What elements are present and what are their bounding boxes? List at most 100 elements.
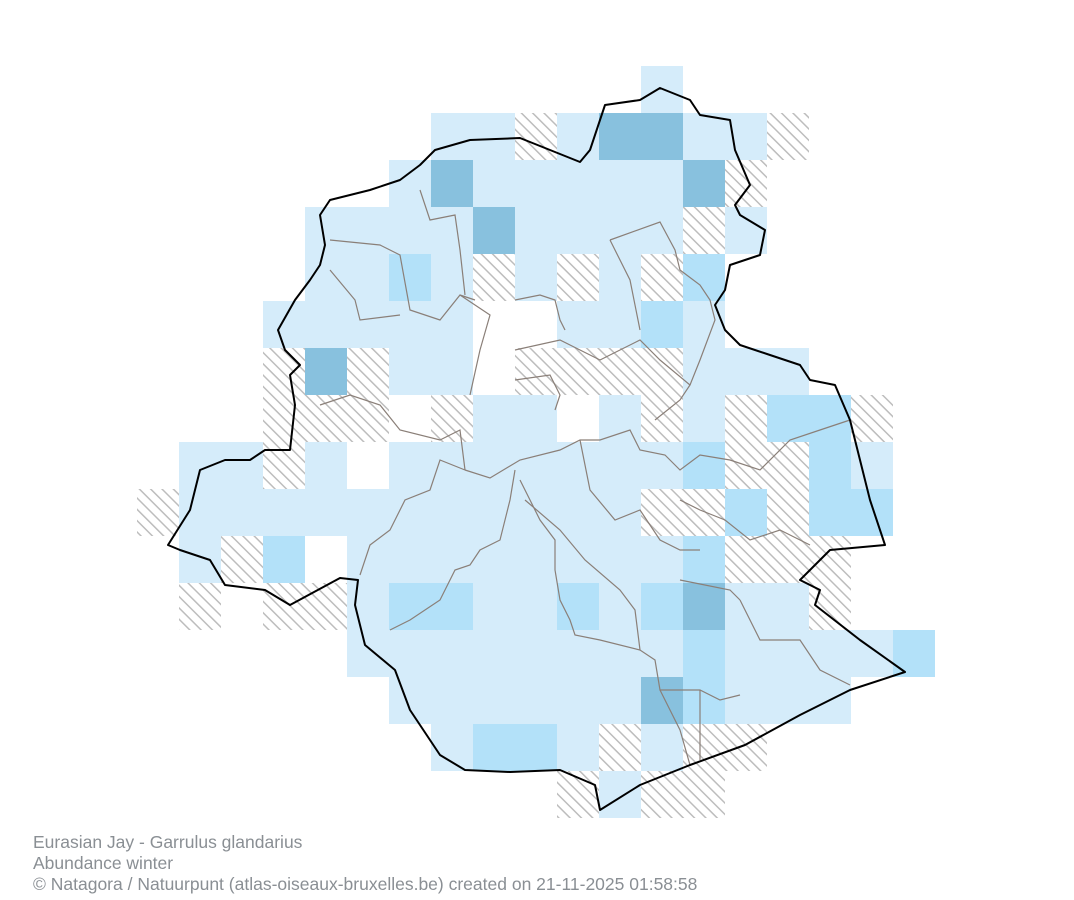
grid-cell-hatched [515,348,557,395]
grid-cell-class-2 [809,442,851,489]
grid-cell-class-1 [305,207,347,254]
grid-cell-hatched [683,771,725,818]
grid-cell-class-3 [683,583,725,630]
grid-cell-class-2 [557,583,599,630]
grid-cell-class-1 [347,489,389,536]
grid-cell-class-1 [473,536,515,583]
grid-cell-hatched [179,583,221,630]
grid-cell-class-1 [599,536,641,583]
grid-cell-class-2 [515,724,557,771]
grid-cell-hatched [557,348,599,395]
grid-cell-class-1 [179,442,221,489]
grid-cell-class-2 [683,677,725,724]
grid-cell-class-2 [725,489,767,536]
grid-cell-class-1 [347,536,389,583]
grid-cell-hatched [599,348,641,395]
grid-cell-hatched [431,395,473,442]
commune-boundaries [319,189,851,766]
grid-cell-class-1 [641,442,683,489]
grid-cell-class-2 [683,630,725,677]
grid-cell-class-1 [515,254,557,301]
grid-cell-class-1 [515,677,557,724]
grid-cell-hatched [347,395,389,442]
grid-cell-class-1 [515,630,557,677]
grid-cell-class-1 [389,677,431,724]
grid-cell-class-1 [683,113,725,160]
grid-cell-class-1 [599,160,641,207]
grid-cell-class-1 [557,160,599,207]
grid-cell-class-2 [473,724,515,771]
grid-cell-class-1 [179,536,221,583]
grid-cell-class-1 [557,489,599,536]
grid-cell-class-1 [515,207,557,254]
grid-cell-class-2 [389,583,431,630]
grid-cell-class-1 [431,207,473,254]
grid-cell-class-1 [389,348,431,395]
grid-cell-class-1 [557,442,599,489]
grid-cell-class-3 [473,207,515,254]
grid-cell-class-2 [641,583,683,630]
grid-cell-class-1 [431,677,473,724]
abundance-map [137,66,935,818]
grid-cell-class-2 [851,489,893,536]
grid-cell-class-1 [557,113,599,160]
grid-cell-class-1 [263,301,305,348]
grid-cell-hatched [263,348,305,395]
grid-cell-class-1 [431,442,473,489]
grid-cell-class-1 [641,536,683,583]
grid-cell-class-1 [767,677,809,724]
grid-cell-class-1 [431,113,473,160]
grid-cell-class-1 [515,442,557,489]
grid-cell-class-1 [473,160,515,207]
grid-cell-class-1 [725,583,767,630]
grid-cell-class-1 [431,348,473,395]
grid-cell-hatched [641,771,683,818]
grid-cell-class-1 [725,113,767,160]
grid-cell-class-1 [515,536,557,583]
grid-cell-class-2 [767,395,809,442]
grid-cell-class-1 [641,160,683,207]
grid-cell-class-3 [683,160,725,207]
grid-cell-class-1 [431,724,473,771]
grid-cell-hatched [767,536,809,583]
grid-cell-hatched [641,489,683,536]
grid-cell-hatched [599,724,641,771]
grid-cell-class-1 [305,442,347,489]
grid-cell-hatched [641,254,683,301]
grid-cell-class-1 [431,630,473,677]
grid-cell-class-3 [305,348,347,395]
grid-cell-hatched [305,395,347,442]
grid-cell-class-1 [599,630,641,677]
grid-cell-class-2 [431,583,473,630]
grid-cell-class-1 [641,207,683,254]
grid-cell-hatched [557,771,599,818]
grid-cell-hatched [641,348,683,395]
grid-cell-class-1 [557,207,599,254]
grid-cell-class-3 [431,160,473,207]
grid-cell-class-1 [599,677,641,724]
grid-cell-class-1 [473,583,515,630]
grid-cell-class-1 [473,442,515,489]
grid-cell-hatched [767,113,809,160]
grid-cell-class-1 [347,630,389,677]
grid-cell-hatched [137,489,179,536]
grid-cell-class-1 [515,160,557,207]
grid-cell-class-2 [389,254,431,301]
grid-cell-hatched [725,724,767,771]
grid-cell-hatched [347,348,389,395]
grid-cell-hatched [473,254,515,301]
grid-cell-class-1 [683,348,725,395]
grid-cell-hatched [683,489,725,536]
grid-cell-class-1 [431,254,473,301]
grid-cell-class-2 [641,301,683,348]
grid-cell-class-2 [263,536,305,583]
grid-cell-class-1 [557,630,599,677]
grid-cell-class-2 [809,395,851,442]
grid-cell-class-1 [557,724,599,771]
grid-cell-class-1 [473,113,515,160]
grid-cell-hatched [725,160,767,207]
species-title: Eurasian Jay - Garrulus glandarius [33,832,303,852]
grid-cell-hatched [263,583,305,630]
grid-cell-class-1 [389,160,431,207]
grid-cell-hatched [557,254,599,301]
